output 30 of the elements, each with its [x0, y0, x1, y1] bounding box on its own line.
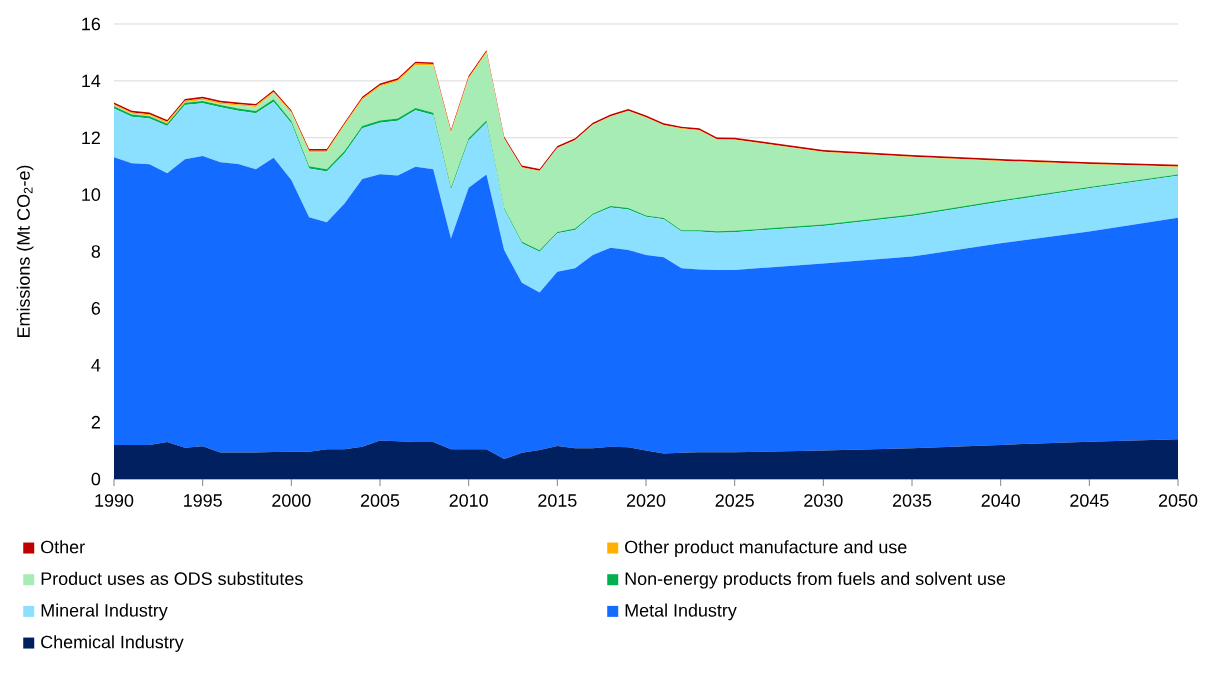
x-tick-label: 2035 [892, 494, 932, 507]
legend-label: Mineral Industry [41, 603, 168, 621]
y-tick-label: 12 [82, 131, 100, 145]
x-tick-label: 2000 [272, 494, 311, 507]
x-tick-label: 2030 [804, 494, 843, 507]
x-tick-label: 2005 [360, 494, 400, 507]
y-tick-label: 16 [82, 17, 101, 31]
legend-label: Product uses as ODS substitutes [41, 571, 303, 586]
x-tick-label: 2015 [538, 494, 577, 507]
legend-label: Metal Industry [625, 603, 737, 621]
legend-label: Chemical Industry [41, 635, 184, 652]
y-axis-title: Emissions (Mt CO$_{2}$-e) [16, 165, 34, 337]
x-tick-label: 2050 [1158, 494, 1198, 507]
y-tick-label: 8 [91, 245, 101, 258]
y-tick-label: 0 [91, 472, 101, 486]
x-tick-label: 2010 [449, 494, 488, 507]
x-tick-label: 1990 [95, 494, 134, 507]
y-tick-label: 14 [82, 74, 101, 88]
y-tick-label: 2 [91, 415, 100, 429]
y-tick-label: 4 [91, 359, 101, 372]
x-tick-label: 2040 [981, 494, 1020, 507]
x-tick-label: 2045 [1070, 494, 1109, 507]
legend-label: Non-energy products from fuels and solvent use [625, 571, 1006, 589]
x-tick-label: 2020 [626, 494, 666, 507]
y-tick-label: 10 [82, 188, 101, 201]
legend-label: Other [41, 540, 85, 554]
legend-label: Other product manufacture and use [625, 540, 907, 557]
x-tick-label: 1995 [184, 494, 222, 507]
x-tick-label: 2025 [715, 494, 754, 507]
y-tick-label: 6 [91, 302, 101, 315]
